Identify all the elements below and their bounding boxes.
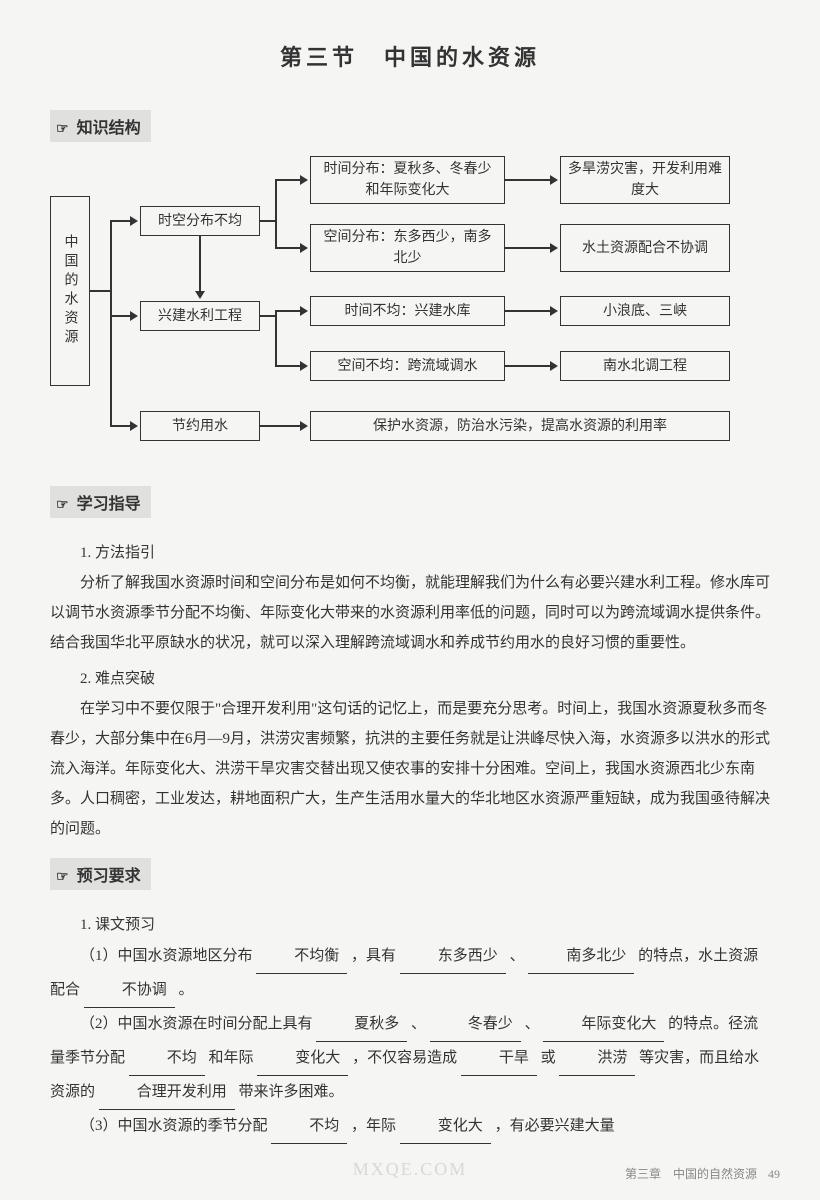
flow-root: 中国的水资源 [50,196,90,386]
preview-h1: 1. 课文预习 [50,910,770,940]
preview-item-2: （2）中国水资源在时间分配上具有 夏秋多 、 冬春少 、 年际变化大 的特点。径… [50,1008,770,1110]
section-guide-header: ☞ 学习指导 [50,486,151,518]
section-structure-header: ☞ 知识结构 [50,110,151,142]
blank-2-7: 洪涝 [559,1042,635,1076]
blank-2-5: 变化大 [257,1042,348,1076]
guide-h1: 1. 方法指引 [50,538,770,568]
flow-col2-b1: 时间分布：夏秋多、冬春少和年际变化大 [310,156,505,204]
blank-1-1: 不均衡 [256,940,347,974]
bullet-icon: ☞ [56,122,69,137]
flow-col3-b3: 小浪底、三峡 [560,296,730,326]
blank-1-2: 东多西少 [400,940,506,974]
blank-2-2: 冬春少 [430,1008,521,1042]
blank-2-1: 夏秋多 [316,1008,407,1042]
page-footer: 第三章 中国的自然资源 49 [625,1165,780,1182]
section-structure-label: 知识结构 [77,120,141,137]
blank-1-3: 南多北少 [528,940,634,974]
guide-p2: 在学习中不要仅限于"合理开发利用"这句话的记忆上，而是要充分思考。时间上，我国水… [50,694,770,844]
flow-col3-b2: 水土资源配合不协调 [560,224,730,272]
flow-col2-b2: 空间分布：东多西少，南多北少 [310,224,505,272]
blank-3-1: 不均 [271,1110,347,1144]
guide-p1: 分析了解我国水资源时间和空间分布是如何不均衡，就能理解我们为什么有必要兴建水利工… [50,568,770,658]
knowledge-flowchart: 中国的水资源 时空分布不均 兴建水利工程 节约用水 时间分布：夏秋多、冬春少和年… [50,156,770,456]
flow-col1-b1: 时空分布不均 [140,206,260,236]
blank-3-2: 变化大 [400,1110,491,1144]
watermark: MXQE.COM [353,1159,468,1180]
flow-col1-b3: 节约用水 [140,411,260,441]
preview-item-3: （3）中国水资源的季节分配 不均 ，年际 变化大 ，有必要兴建大量 [50,1110,770,1144]
page-title: 第三节 中国的水资源 [50,40,770,72]
section-guide-label: 学习指导 [77,496,141,513]
blank-1-4: 不协调 [84,974,175,1008]
flow-col3-b1: 多旱涝灾害，开发利用难度大 [560,156,730,204]
flow-col3-b4: 南水北调工程 [560,351,730,381]
blank-2-6: 干旱 [461,1042,537,1076]
bullet-icon: ☞ [56,498,69,513]
blank-2-3: 年际变化大 [543,1008,664,1042]
flow-col2-b4: 空间不均：跨流域调水 [310,351,505,381]
section-preview-header: ☞ 预习要求 [50,858,151,890]
flow-col2-b5: 保护水资源，防治水污染，提高水资源的利用率 [310,411,730,441]
preview-item-1: （1）中国水资源地区分布 不均衡 ，具有 东多西少 、 南多北少 的特点，水土资… [50,940,770,1008]
flow-col2-b3: 时间不均：兴建水库 [310,296,505,326]
blank-2-4: 不均 [129,1042,205,1076]
flow-col1-b2: 兴建水利工程 [140,301,260,331]
blank-2-8: 合理开发利用 [99,1076,235,1110]
bullet-icon: ☞ [56,870,69,885]
section-preview-label: 预习要求 [77,868,141,885]
guide-h2: 2. 难点突破 [50,664,770,694]
